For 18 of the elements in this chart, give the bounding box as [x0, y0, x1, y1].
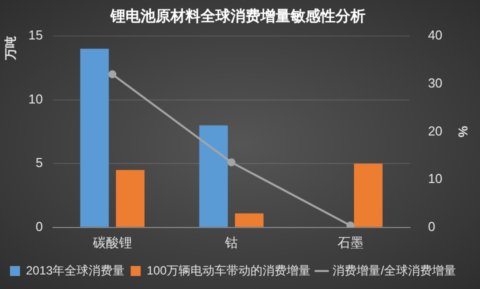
y2-tick-label: 40 — [428, 28, 442, 43]
legend-label: 消费增量/全球消费增量 — [332, 263, 456, 278]
y2-tick-label: 30 — [428, 75, 442, 90]
chart-title: 锂电池原材料全球消费增量敏感性分析 — [110, 8, 366, 26]
x-tick-label: 石墨 — [337, 234, 364, 250]
y-axis-title: 万吨 — [4, 36, 18, 61]
x-tick-label: 碳酸锂 — [92, 234, 132, 250]
y2-tick-label: 10 — [428, 171, 442, 186]
legend-label: 100万辆电动车带动的消费增量 — [146, 263, 311, 278]
y-tick-label: 10 — [28, 91, 43, 106]
y2-tick-label: 0 — [428, 218, 436, 234]
y-tick-label: 5 — [36, 155, 43, 170]
y2-axis-title: % — [456, 126, 471, 138]
legend-label: 2013年全球消费量 — [26, 263, 125, 278]
x-tick-label: 钴 — [224, 234, 238, 250]
y-tick-label: 15 — [28, 28, 43, 43]
y2-tick-label: 20 — [428, 123, 442, 138]
y-tick-label: 0 — [36, 218, 43, 234]
